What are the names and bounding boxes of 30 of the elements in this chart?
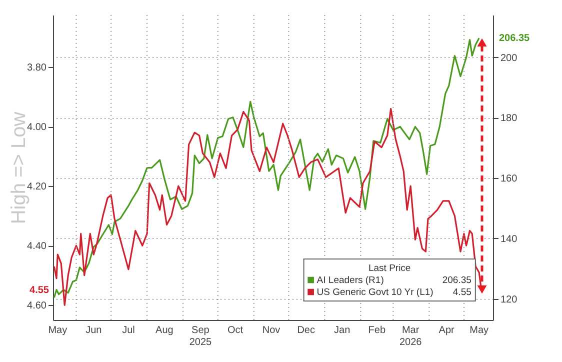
x-tick-label: May — [48, 325, 68, 336]
y2-tick-label: 140 — [500, 234, 518, 245]
x-tick-label: Nov — [262, 325, 280, 336]
y-tick-label: 4.20 — [27, 182, 47, 193]
legend-label: US Generic Govt 10 Yr (L1) — [316, 287, 434, 298]
text: 4.55 — [30, 285, 49, 296]
x-tick-label: Jul — [122, 325, 135, 336]
x-tick-label: May — [470, 325, 489, 336]
x-tick-label: Jan — [334, 325, 350, 336]
x-tick-label: Oct — [227, 325, 244, 336]
x-tick-label: Aug — [156, 325, 174, 336]
y2-tick-label: 200 — [500, 52, 518, 64]
x-tick-label: Mar 2026 — [399, 325, 422, 348]
y2-tick-label: 120 — [500, 294, 518, 306]
y2-tick-label: 180 — [500, 113, 518, 124]
annotation: 4.55 — [452, 287, 472, 298]
annotation: 206.35 — [442, 275, 472, 286]
text: 206.35 — [499, 33, 530, 44]
x-tick-label: Apr — [438, 325, 456, 336]
legend-title: Last Price — [368, 263, 411, 274]
y-tick-label: 3.80 — [27, 62, 47, 74]
x-tick-label: Jun — [86, 325, 102, 336]
y-tick-label: 4.00 — [27, 122, 47, 134]
x-tick-label: Feb — [368, 325, 386, 336]
x-tick-label: Dec — [297, 325, 315, 336]
y-tick-label: 4.40 — [27, 241, 47, 252]
legend-label: AI Leaders (R1) — [316, 275, 384, 286]
y-tick-label: 4.60 — [27, 300, 47, 312]
y2-tick-label: 160 — [500, 174, 518, 185]
x-tick-label: Sep 2025 — [189, 325, 212, 348]
